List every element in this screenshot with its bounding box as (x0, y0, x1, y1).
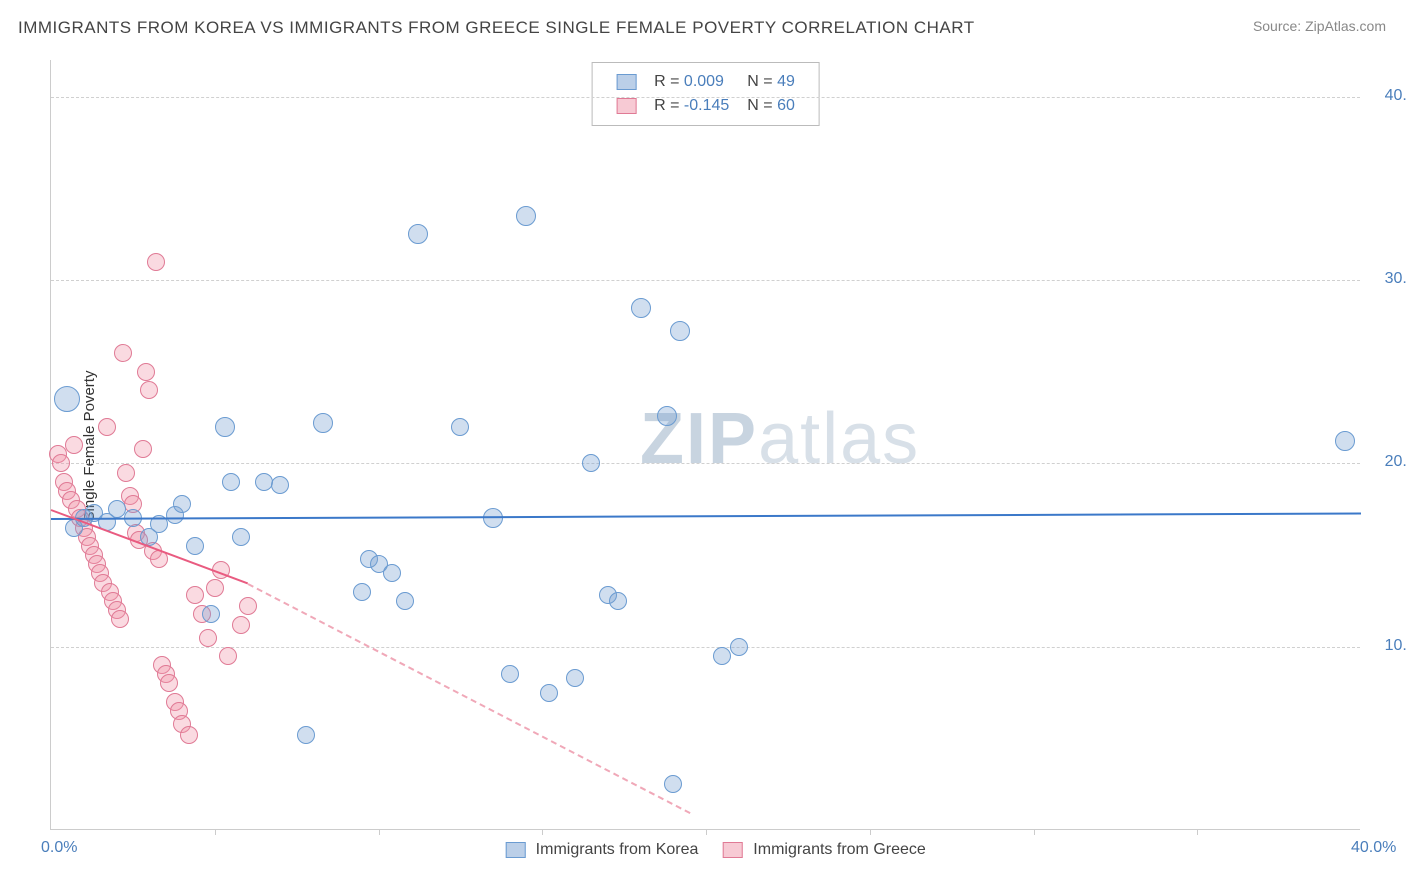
x-tick-mark (1197, 829, 1198, 835)
data-point (222, 473, 240, 491)
data-point (98, 418, 116, 436)
data-point (713, 647, 731, 665)
data-point (383, 564, 401, 582)
plot-area: ZIPatlas R = 0.009 N = 49 R = -0.145 N =… (50, 60, 1360, 830)
legend-stats: R = 0.009 N = 49 R = -0.145 N = 60 (591, 62, 820, 126)
data-point (271, 476, 289, 494)
data-point (255, 473, 273, 491)
data-point (186, 537, 204, 555)
data-point (54, 386, 80, 412)
x-tick-mark (706, 829, 707, 835)
data-point (202, 605, 220, 623)
data-point (219, 647, 237, 665)
legend-swatch-blue (616, 74, 636, 90)
data-point (180, 726, 198, 744)
chart-title: IMMIGRANTS FROM KOREA VS IMMIGRANTS FROM… (18, 18, 975, 38)
watermark: ZIPatlas (640, 398, 920, 480)
x-tick-mark (215, 829, 216, 835)
data-point (730, 638, 748, 656)
gridline (51, 280, 1360, 281)
legend-r-blue: 0.009 (684, 73, 724, 90)
legend-r-pink: -0.145 (684, 97, 729, 114)
x-tick-label: 0.0% (41, 839, 77, 857)
y-tick-label: 30.0% (1385, 270, 1406, 288)
gridline (51, 97, 1360, 98)
data-point (199, 629, 217, 647)
data-point (52, 454, 70, 472)
legend-r-label: R = (654, 73, 684, 90)
trend-line (247, 583, 690, 814)
trend-line (51, 509, 248, 584)
legend-swatch-blue-icon (505, 842, 525, 858)
data-point (353, 583, 371, 601)
data-point (147, 253, 165, 271)
x-tick-mark (379, 829, 380, 835)
data-point (451, 418, 469, 436)
data-point (232, 616, 250, 634)
data-point (186, 586, 204, 604)
x-tick-mark (870, 829, 871, 835)
data-point (111, 610, 129, 628)
data-point (173, 495, 191, 513)
data-point (206, 579, 224, 597)
data-point (670, 321, 690, 341)
legend-series: Immigrants from Korea Immigrants from Gr… (485, 841, 926, 859)
x-tick-label: 40.0% (1351, 839, 1396, 857)
data-point (215, 417, 235, 437)
data-point (483, 508, 503, 528)
gridline (51, 463, 1360, 464)
data-point (516, 206, 536, 226)
trend-line (51, 513, 1361, 520)
data-point (297, 726, 315, 744)
data-point (664, 775, 682, 793)
legend-n-label: N = (747, 73, 777, 90)
data-point (631, 298, 651, 318)
data-point (140, 381, 158, 399)
legend-swatch-pink (616, 98, 636, 114)
data-point (609, 592, 627, 610)
data-point (582, 454, 600, 472)
data-point (239, 597, 257, 615)
y-tick-label: 20.0% (1385, 453, 1406, 471)
source-label: Source: ZipAtlas.com (1253, 18, 1386, 34)
data-point (501, 665, 519, 683)
data-point (137, 363, 155, 381)
legend-n-blue: 49 (777, 73, 795, 90)
data-point (540, 684, 558, 702)
data-point (160, 674, 178, 692)
gridline (51, 647, 1360, 648)
data-point (1335, 431, 1355, 451)
data-point (396, 592, 414, 610)
legend-n-pink: 60 (777, 97, 795, 114)
data-point (117, 464, 135, 482)
x-tick-mark (1034, 829, 1035, 835)
data-point (108, 500, 126, 518)
legend-swatch-pink-icon (723, 842, 743, 858)
x-tick-mark (542, 829, 543, 835)
chart-container: IMMIGRANTS FROM KOREA VS IMMIGRANTS FROM… (0, 0, 1406, 892)
data-point (232, 528, 250, 546)
data-point (65, 436, 83, 454)
data-point (408, 224, 428, 244)
legend-label-pink: Immigrants from Greece (753, 841, 925, 858)
y-tick-label: 40.0% (1385, 87, 1406, 105)
data-point (134, 440, 152, 458)
data-point (657, 406, 677, 426)
legend-label-blue: Immigrants from Korea (536, 841, 699, 858)
data-point (313, 413, 333, 433)
data-point (114, 344, 132, 362)
data-point (566, 669, 584, 687)
y-tick-label: 10.0% (1385, 637, 1406, 655)
